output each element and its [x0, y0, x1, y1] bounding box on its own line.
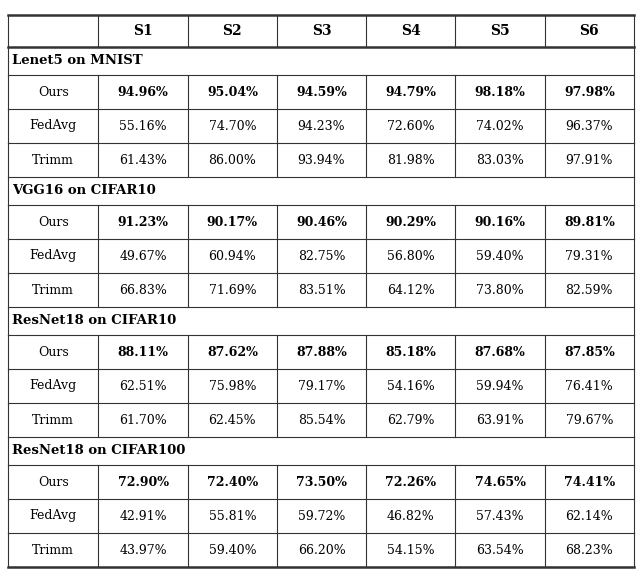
- Text: 63.91%: 63.91%: [476, 413, 524, 427]
- Text: 56.80%: 56.80%: [387, 250, 435, 262]
- Text: 85.18%: 85.18%: [385, 346, 436, 359]
- Text: 81.98%: 81.98%: [387, 153, 435, 167]
- Text: 57.43%: 57.43%: [476, 510, 524, 522]
- Text: 79.17%: 79.17%: [298, 380, 346, 392]
- Text: Ours: Ours: [38, 346, 68, 359]
- Text: 54.15%: 54.15%: [387, 543, 435, 557]
- Text: 74.70%: 74.70%: [209, 120, 256, 132]
- Text: Ours: Ours: [38, 86, 68, 99]
- Text: 87.88%: 87.88%: [296, 346, 347, 359]
- Text: 83.51%: 83.51%: [298, 283, 346, 297]
- Text: 96.37%: 96.37%: [566, 120, 613, 132]
- Text: Ours: Ours: [38, 476, 68, 489]
- Text: 59.94%: 59.94%: [476, 380, 524, 392]
- Text: 90.29%: 90.29%: [385, 216, 436, 229]
- Text: 60.94%: 60.94%: [209, 250, 256, 262]
- Text: 63.54%: 63.54%: [476, 543, 524, 557]
- Text: 94.79%: 94.79%: [385, 86, 436, 99]
- Text: S6: S6: [579, 24, 599, 38]
- Text: 79.31%: 79.31%: [566, 250, 613, 262]
- Text: 90.17%: 90.17%: [207, 216, 258, 229]
- Text: S1: S1: [133, 24, 153, 38]
- Text: 61.70%: 61.70%: [119, 413, 167, 427]
- Text: 90.46%: 90.46%: [296, 216, 347, 229]
- Text: VGG16 on CIFAR10: VGG16 on CIFAR10: [12, 184, 156, 198]
- Text: 97.91%: 97.91%: [566, 153, 613, 167]
- Text: 87.62%: 87.62%: [207, 346, 258, 359]
- Text: 93.94%: 93.94%: [298, 153, 346, 167]
- Text: 46.82%: 46.82%: [387, 510, 435, 522]
- Text: 42.91%: 42.91%: [119, 510, 167, 522]
- Text: 59.40%: 59.40%: [209, 543, 256, 557]
- Text: 74.65%: 74.65%: [475, 476, 525, 489]
- Text: Trimm: Trimm: [32, 283, 74, 297]
- Text: Trimm: Trimm: [32, 413, 74, 427]
- Text: 76.41%: 76.41%: [565, 380, 613, 392]
- Text: 72.40%: 72.40%: [207, 476, 258, 489]
- Text: S4: S4: [401, 24, 420, 38]
- Text: ResNet18 on CIFAR10: ResNet18 on CIFAR10: [12, 314, 176, 328]
- Text: 91.23%: 91.23%: [118, 216, 168, 229]
- Text: ResNet18 on CIFAR100: ResNet18 on CIFAR100: [12, 444, 186, 458]
- Text: 89.81%: 89.81%: [564, 216, 614, 229]
- Text: 90.16%: 90.16%: [475, 216, 525, 229]
- Text: FedAvg: FedAvg: [29, 380, 77, 392]
- Text: S3: S3: [312, 24, 332, 38]
- Text: 62.45%: 62.45%: [209, 413, 256, 427]
- Text: 87.85%: 87.85%: [564, 346, 614, 359]
- Text: 71.69%: 71.69%: [209, 283, 256, 297]
- Text: 66.20%: 66.20%: [298, 543, 346, 557]
- Text: 94.23%: 94.23%: [298, 120, 346, 132]
- Text: 86.00%: 86.00%: [209, 153, 256, 167]
- Text: 83.03%: 83.03%: [476, 153, 524, 167]
- Text: 49.67%: 49.67%: [119, 250, 167, 262]
- Text: 85.54%: 85.54%: [298, 413, 346, 427]
- Text: 79.67%: 79.67%: [566, 413, 613, 427]
- Text: 94.96%: 94.96%: [118, 86, 168, 99]
- Text: 73.50%: 73.50%: [296, 476, 347, 489]
- Text: S2: S2: [223, 24, 242, 38]
- Text: 73.80%: 73.80%: [476, 283, 524, 297]
- Text: Ours: Ours: [38, 216, 68, 229]
- Text: FedAvg: FedAvg: [29, 250, 77, 262]
- Text: FedAvg: FedAvg: [29, 510, 77, 522]
- Text: Trimm: Trimm: [32, 153, 74, 167]
- Text: 82.59%: 82.59%: [566, 283, 613, 297]
- Text: 72.90%: 72.90%: [118, 476, 168, 489]
- Text: 62.79%: 62.79%: [387, 413, 435, 427]
- Text: 97.98%: 97.98%: [564, 86, 614, 99]
- Text: S5: S5: [490, 24, 510, 38]
- Text: 59.40%: 59.40%: [476, 250, 524, 262]
- Text: 75.98%: 75.98%: [209, 380, 256, 392]
- Text: 74.41%: 74.41%: [564, 476, 615, 489]
- Text: 66.83%: 66.83%: [119, 283, 167, 297]
- Text: 68.23%: 68.23%: [565, 543, 613, 557]
- Text: 62.14%: 62.14%: [565, 510, 613, 522]
- Text: 43.97%: 43.97%: [119, 543, 167, 557]
- Text: 74.02%: 74.02%: [476, 120, 524, 132]
- Text: 64.12%: 64.12%: [387, 283, 435, 297]
- Text: 95.04%: 95.04%: [207, 86, 258, 99]
- Text: 72.26%: 72.26%: [385, 476, 436, 489]
- Text: 55.81%: 55.81%: [209, 510, 256, 522]
- Text: 62.51%: 62.51%: [119, 380, 167, 392]
- Text: FedAvg: FedAvg: [29, 120, 77, 132]
- Text: 72.60%: 72.60%: [387, 120, 435, 132]
- Text: 98.18%: 98.18%: [475, 86, 525, 99]
- Text: 54.16%: 54.16%: [387, 380, 435, 392]
- Text: 59.72%: 59.72%: [298, 510, 345, 522]
- Text: 87.68%: 87.68%: [475, 346, 525, 359]
- Text: Lenet5 on MNIST: Lenet5 on MNIST: [12, 54, 143, 68]
- Text: 55.16%: 55.16%: [119, 120, 167, 132]
- Text: 94.59%: 94.59%: [296, 86, 347, 99]
- Text: Trimm: Trimm: [32, 543, 74, 557]
- Text: 82.75%: 82.75%: [298, 250, 346, 262]
- Text: 61.43%: 61.43%: [119, 153, 167, 167]
- Text: 88.11%: 88.11%: [118, 346, 168, 359]
